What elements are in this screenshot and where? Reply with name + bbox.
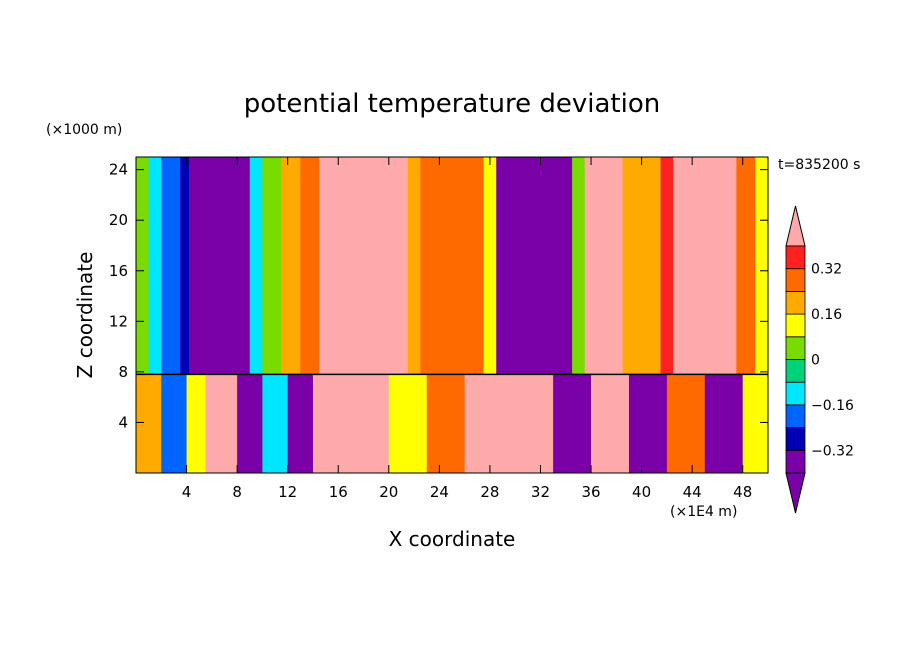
field-cell-lower xyxy=(388,374,428,473)
colorbar: −0.32 −0.16 0 0.16 0.32 xyxy=(785,205,854,514)
field-cell-upper xyxy=(483,157,497,375)
x-tick-label: 36 xyxy=(581,483,600,501)
colorbar-bin xyxy=(785,449,806,474)
field-cell-upper xyxy=(281,157,301,375)
x-unit-label: (×1E4 m) xyxy=(670,504,737,520)
chart-title: potential temperature deviation xyxy=(244,89,660,119)
field-cell-upper xyxy=(736,157,756,375)
field-cell-lower xyxy=(742,374,769,473)
colorbar-bin xyxy=(785,245,806,270)
field-cell-lower xyxy=(237,374,263,473)
y-axis-label: Z coordinate xyxy=(73,252,97,379)
field-cell-upper xyxy=(262,157,282,375)
field-cell-upper xyxy=(673,157,737,375)
field-cell-upper xyxy=(300,157,320,375)
time-label: t=835200 s xyxy=(778,157,860,173)
x-tick-label: 16 xyxy=(329,483,348,501)
colorbar-bin xyxy=(785,313,806,338)
colorbar-bin xyxy=(785,290,806,315)
x-tick-label: 24 xyxy=(430,483,449,501)
y-axis: 4 8 12 16 20 24 xyxy=(109,161,768,431)
x-tick-label: 20 xyxy=(379,483,398,501)
x-tick-label: 48 xyxy=(733,483,752,501)
field-cell-upper xyxy=(136,157,150,375)
field-cell-lower xyxy=(666,374,706,473)
plot-area xyxy=(136,157,769,473)
field-cell-lower xyxy=(553,374,592,473)
x-tick-label: 32 xyxy=(531,483,550,501)
colorbar-extend-min xyxy=(785,472,806,514)
colorbar-tick-label: −0.16 xyxy=(811,398,854,414)
x-axis: 4 8 12 16 20 24 28 32 36 40 44 48 xyxy=(182,157,752,501)
x-tick-label: 40 xyxy=(632,483,651,501)
field-cell-upper xyxy=(420,157,485,375)
field-cell-lower xyxy=(464,374,504,473)
y-tick-label: 24 xyxy=(109,161,128,179)
field-cell-lower xyxy=(426,374,466,473)
y-tick-label: 20 xyxy=(109,211,128,229)
colorbar-tick-label: 0.16 xyxy=(811,307,842,323)
plot-frame xyxy=(135,156,769,474)
field-cell-lower xyxy=(312,374,390,473)
colorbar-tick-label: 0 xyxy=(811,353,820,369)
field-cell-lower xyxy=(161,374,188,473)
field-cell-upper xyxy=(660,157,674,375)
field-cell-lower xyxy=(628,374,668,473)
field-cell-lower xyxy=(591,374,630,473)
field-cell-upper xyxy=(180,157,190,375)
field-cell-upper xyxy=(622,157,662,375)
x-axis-label: X coordinate xyxy=(389,527,516,551)
field-cell-upper xyxy=(572,157,586,375)
colorbar-tick-label: 0.32 xyxy=(811,262,842,278)
field-cell-lower xyxy=(136,374,162,473)
colorbar-bin xyxy=(785,404,806,428)
colorbar-bin xyxy=(785,268,806,292)
y-unit-label: (×1000 m) xyxy=(46,122,122,138)
y-tick-label: 12 xyxy=(109,312,128,330)
colorbar-extend-max xyxy=(785,205,806,247)
y-tick-label: 16 xyxy=(109,262,128,280)
field-cell-lower xyxy=(205,374,238,473)
field-cell-upper xyxy=(496,157,573,375)
field-cell-upper xyxy=(755,157,769,375)
x-tick-label: 8 xyxy=(232,483,242,501)
colorbar-tick-label: −0.32 xyxy=(811,443,854,459)
colorbar-bin xyxy=(785,381,806,406)
field-cell-lower xyxy=(704,374,744,473)
colorbar-bin xyxy=(785,359,806,383)
x-tick-label: 12 xyxy=(278,483,297,501)
field-cell-upper xyxy=(249,157,263,375)
field-cell-lower xyxy=(262,374,289,473)
x-tick-label: 4 xyxy=(182,483,192,501)
x-tick-label: 44 xyxy=(683,483,702,501)
field-cell-upper xyxy=(407,157,421,375)
y-tick-label: 4 xyxy=(118,413,128,431)
field-cell-lower xyxy=(287,374,314,473)
y-tick-label: 8 xyxy=(118,363,128,381)
colorbar-bin xyxy=(785,336,806,360)
field-cell-lower xyxy=(186,374,207,473)
field-cell-lower xyxy=(502,374,554,473)
field-cell-upper xyxy=(148,157,162,375)
x-tick-label: 28 xyxy=(480,483,499,501)
field-cell-upper xyxy=(319,157,409,375)
field-cell-upper xyxy=(584,157,624,375)
field-cell-upper xyxy=(189,157,251,375)
field-cell-upper xyxy=(161,157,181,375)
colorbar-bin xyxy=(785,427,806,451)
